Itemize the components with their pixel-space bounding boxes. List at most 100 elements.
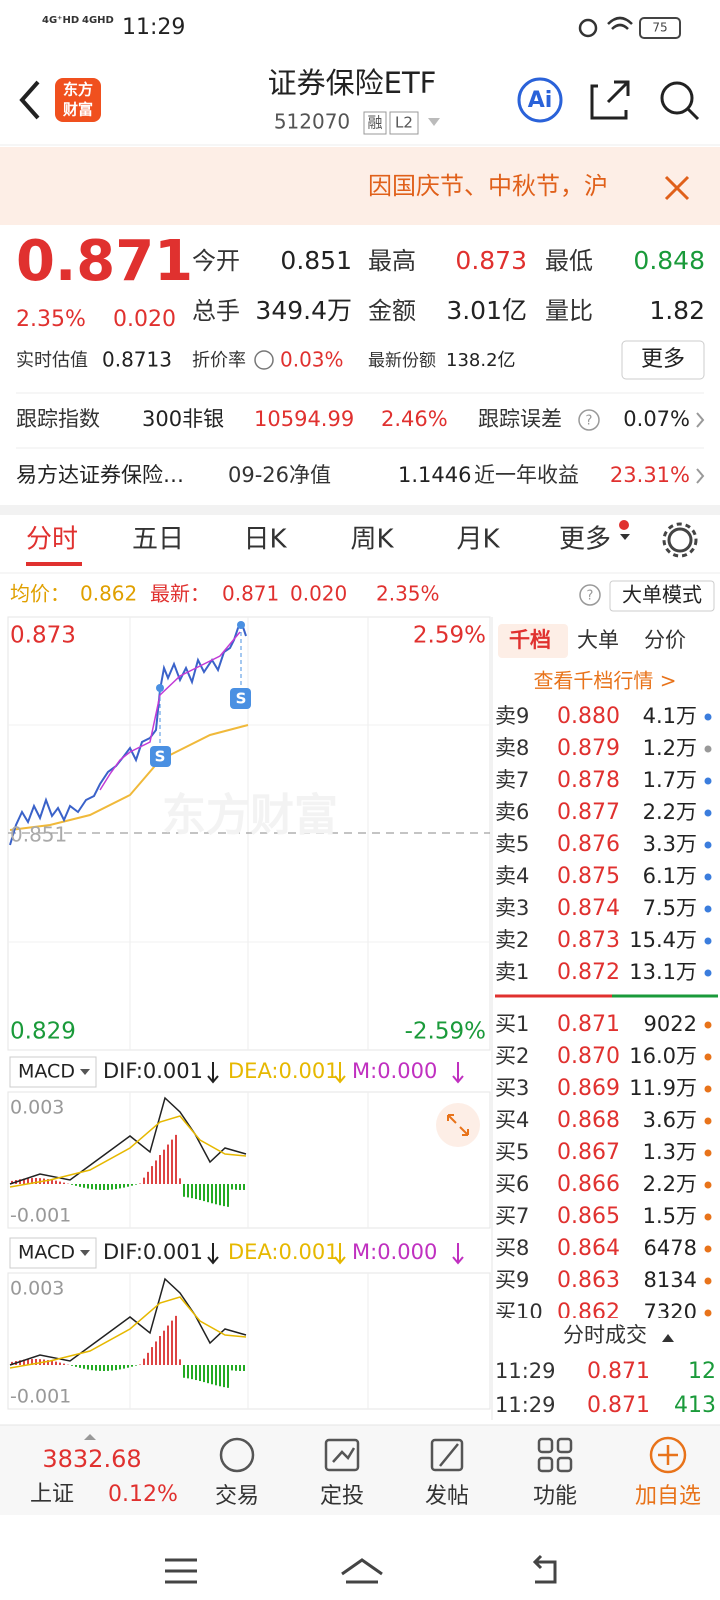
tab[interactable]: 周K — [350, 525, 394, 555]
ai-button[interactable] — [517, 77, 563, 123]
book-price: 0.870 — [557, 1044, 620, 1069]
book-dot — [704, 777, 712, 785]
mode-button[interactable] — [609, 580, 715, 612]
more-button[interactable] — [621, 340, 705, 380]
macd-selector[interactable] — [9, 1237, 97, 1269]
bottom-item[interactable]: 交易 — [215, 1484, 259, 1509]
book-price: 0.880 — [557, 704, 620, 729]
fund-name[interactable]: 易方达证券保险… — [16, 463, 184, 487]
trade-marker: S — [236, 690, 247, 708]
return-label: 近一年收益 — [474, 463, 579, 487]
book-label: 卖9 — [495, 704, 529, 728]
book-volume: 9022 — [644, 1012, 697, 1036]
book-dot — [704, 841, 712, 849]
high-pct: 2.59% — [413, 623, 486, 649]
field-label: 量比 — [545, 297, 593, 325]
help-icon[interactable] — [579, 584, 601, 606]
index-arrow — [84, 1434, 96, 1440]
more-arrow — [620, 534, 630, 540]
high-label: 0.873 — [10, 623, 76, 649]
notice-text[interactable]: 因国庆节、中秋节，沪 — [368, 172, 608, 200]
mode-label[interactable]: 大单模式 — [622, 583, 702, 607]
tracking-value: 10594.99 — [254, 407, 354, 431]
settings-button[interactable] — [667, 527, 693, 553]
notice-bar — [0, 147, 720, 225]
return-value: 23.31% — [610, 463, 690, 487]
network-label: 4GHD — [82, 15, 114, 26]
book-price: 0.877 — [557, 800, 620, 825]
index-name[interactable]: 上证 — [30, 1482, 74, 1507]
book-label: 买4 — [495, 1108, 529, 1132]
logo-text: 东方 — [63, 81, 93, 99]
network-label: 4G⁺HD — [42, 15, 79, 26]
macd-selector[interactable] — [9, 1056, 97, 1088]
tab-underline — [26, 562, 82, 566]
macd-name[interactable]: MACD — [18, 1242, 75, 1264]
field-value: 349.4万 — [255, 296, 352, 325]
index-pct[interactable]: 0.12% — [108, 1482, 178, 1507]
close-notice[interactable] — [664, 175, 690, 201]
book-price: 0.871 — [557, 1012, 620, 1037]
chevron[interactable] — [696, 412, 705, 484]
book-link[interactable]: 查看千档行情 > — [533, 669, 676, 693]
search-button[interactable] — [660, 81, 694, 115]
latest-label: 最新： — [150, 582, 210, 606]
watermark: 东方财富 — [162, 790, 338, 841]
index-value[interactable]: 3832.68 — [42, 1445, 141, 1473]
trade-volume: 12 — [688, 1359, 716, 1384]
logo-text: 财富 — [63, 101, 93, 119]
logo[interactable] — [55, 78, 101, 122]
low-label: 0.829 — [10, 1019, 76, 1045]
share-button[interactable] — [590, 80, 630, 120]
nav-bar — [0, 1515, 720, 1600]
book-dot — [704, 1277, 712, 1285]
book-dot — [704, 1117, 712, 1125]
book-price: 0.864 — [557, 1236, 620, 1261]
expand-button[interactable] — [436, 1103, 480, 1147]
section-gap — [0, 505, 720, 515]
bottom-item[interactable]: 定投 — [320, 1484, 364, 1509]
book-dot — [704, 809, 712, 817]
shares: 138.2亿 — [446, 350, 516, 371]
nav-home[interactable] — [341, 1558, 383, 1584]
ai-label[interactable]: Ai — [528, 88, 553, 113]
expand-icon — [447, 1114, 469, 1136]
latest-pct: 2.35% — [376, 582, 440, 606]
bottom-item[interactable]: 功能 — [533, 1484, 577, 1509]
settings-gear — [662, 522, 698, 558]
battery-level: 75 — [652, 21, 667, 35]
book-tab[interactable]: 大单 — [577, 628, 619, 652]
book-price: 0.873 — [557, 928, 620, 953]
book-volume: 11.9万 — [629, 1076, 697, 1100]
tab[interactable]: 分时 — [26, 525, 78, 555]
book-dot — [704, 745, 712, 753]
bottom-item[interactable]: 加自选 — [635, 1484, 701, 1509]
tab[interactable]: 更多 — [559, 525, 611, 555]
book-tab[interactable]: 分价 — [644, 628, 686, 652]
nav-menu[interactable] — [165, 1558, 197, 1584]
book-tab[interactable]: 千档 — [509, 628, 551, 652]
book-label: 买9 — [495, 1268, 529, 1292]
tab[interactable]: 月K — [456, 525, 500, 555]
back-button[interactable] — [19, 80, 40, 120]
trades-title[interactable]: 分时成交 — [563, 1323, 647, 1347]
help-icon[interactable] — [578, 409, 600, 431]
book-price: 0.878 — [557, 768, 620, 793]
tab[interactable]: 五日 — [132, 525, 184, 555]
bottom-icons — [219, 1436, 687, 1474]
book-volume: 4.1万 — [643, 704, 697, 728]
m-label: M:0.000 — [352, 1059, 437, 1083]
tab[interactable]: 日K — [243, 525, 287, 555]
trades-arrow[interactable] — [662, 1334, 674, 1342]
bottom-item[interactable]: 发帖 — [425, 1484, 469, 1509]
selector-arrow — [80, 1069, 90, 1075]
estimate: 0.8713 — [102, 348, 172, 372]
macd-name[interactable]: MACD — [18, 1061, 75, 1083]
dropdown-arrow[interactable] — [428, 118, 440, 126]
nav-back[interactable] — [532, 1554, 557, 1584]
dea-line — [9, 1296, 247, 1369]
tab-active[interactable] — [498, 624, 568, 658]
book-label: 卖4 — [495, 864, 529, 888]
nav-label: 09-26净值 — [228, 463, 331, 487]
more-label[interactable]: 更多 — [641, 347, 685, 372]
